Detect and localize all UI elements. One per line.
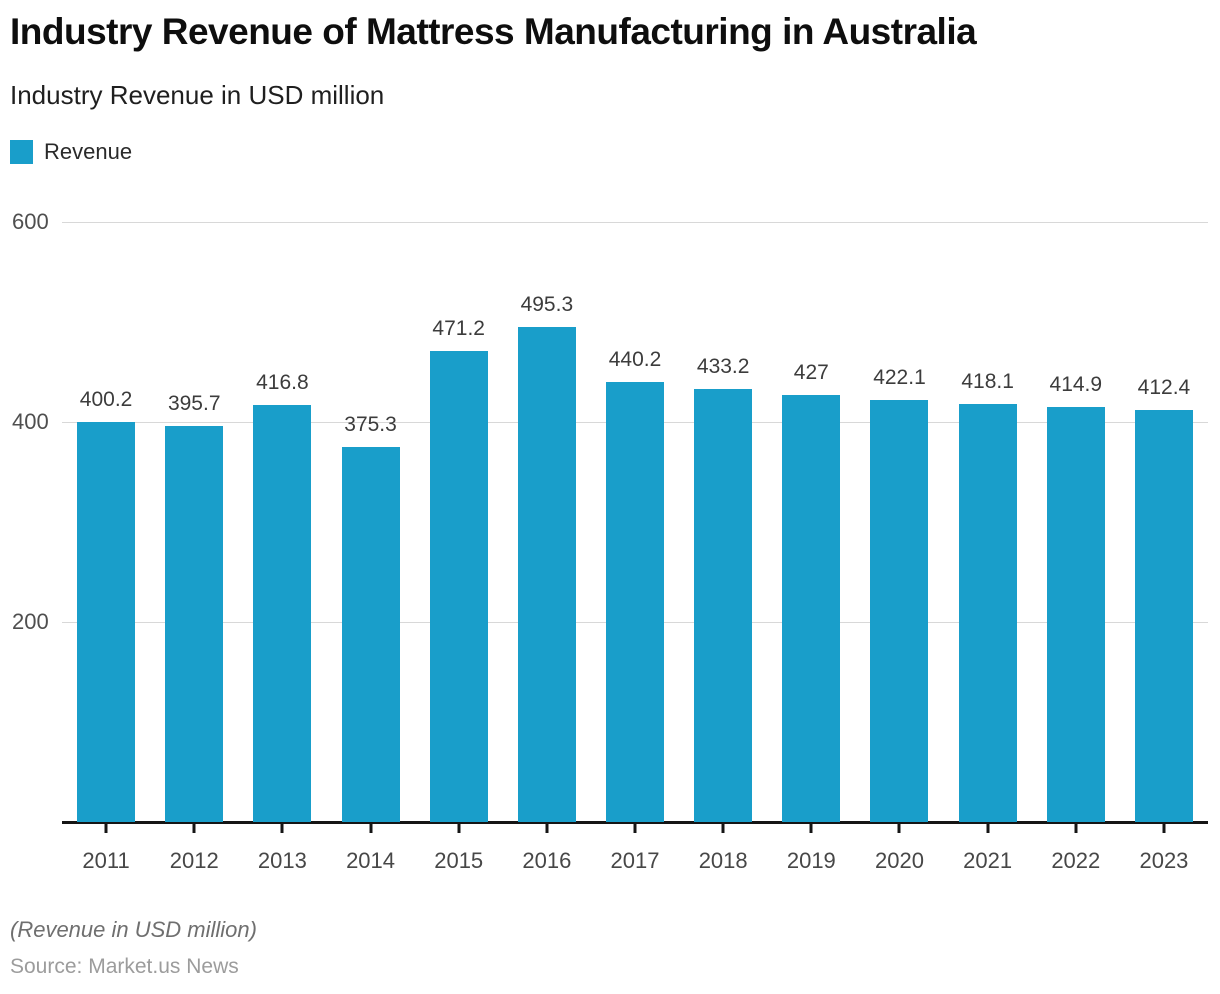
revenue-bar xyxy=(1046,407,1105,822)
x-axis-label: 2018 xyxy=(698,848,748,873)
x-axis-tick xyxy=(1074,824,1078,833)
legend-label: Revenue xyxy=(44,139,133,164)
x-axis-line xyxy=(62,821,1208,824)
revenue-bar xyxy=(870,399,929,822)
bar-group: 471.2 2015 xyxy=(415,222,503,873)
x-axis-label: 2016 xyxy=(522,848,572,873)
bar-group: 395.7 2012 xyxy=(150,222,238,873)
source-text: Source: Market.us News xyxy=(10,955,239,978)
y-axis-label: 200 xyxy=(12,609,49,634)
bar-value-label: 433.2 xyxy=(696,354,750,378)
revenue-bar xyxy=(253,405,312,822)
x-axis-label: 2011 xyxy=(82,848,130,873)
gridline xyxy=(62,222,1208,223)
bar-group: 433.2 2018 xyxy=(679,222,767,873)
x-axis-tick xyxy=(192,824,196,833)
x-axis-tick xyxy=(545,824,549,833)
x-axis-tick xyxy=(633,824,637,833)
bar-value-label: 412.4 xyxy=(1137,375,1191,399)
legend: Revenue xyxy=(10,139,132,165)
bar-value-label: 427 xyxy=(793,361,829,384)
bar-group: 418.1 2021 xyxy=(944,222,1032,873)
chart-title: Industry Revenue of Mattress Manufacturi… xyxy=(10,11,977,52)
bar-group: 427 2019 xyxy=(767,222,855,873)
bar-group: 375.3 2014 xyxy=(326,222,414,873)
revenue-bar xyxy=(77,421,136,822)
x-axis-label: 2020 xyxy=(875,848,924,873)
x-axis-label: 2013 xyxy=(257,848,307,873)
bar-value-label: 495.3 xyxy=(520,292,574,316)
revenue-bar xyxy=(782,395,841,822)
bar-value-label: 414.9 xyxy=(1049,373,1103,397)
x-axis-tick xyxy=(280,824,284,833)
bar-group: 400.2 2011 xyxy=(62,222,150,873)
footnote: (Revenue in USD million) xyxy=(10,917,257,942)
chart-subtitle: Industry Revenue in USD million xyxy=(10,80,385,110)
legend-swatch-icon xyxy=(10,140,33,164)
revenue-bar xyxy=(165,426,224,822)
x-axis-label: 2019 xyxy=(786,848,836,873)
revenue-bar xyxy=(606,381,665,822)
x-axis-tick xyxy=(986,824,990,833)
bar-value-label: 395.7 xyxy=(167,392,221,416)
bar-group: 422.1 2020 xyxy=(855,222,943,873)
x-axis-tick xyxy=(809,824,813,833)
y-axis-label: 600 xyxy=(12,209,49,234)
revenue-bar xyxy=(429,350,488,822)
bar-value-label: 400.2 xyxy=(79,387,133,411)
revenue-bar xyxy=(341,446,400,822)
x-axis-tick xyxy=(369,824,373,833)
bar-value-label: 422.1 xyxy=(873,365,926,389)
bar-value-label: 418.1 xyxy=(961,369,1014,393)
x-axis-label: 2012 xyxy=(169,848,219,873)
revenue-bar xyxy=(1134,409,1193,822)
bar-group: 416.8 2013 xyxy=(238,222,326,873)
revenue-bar xyxy=(958,403,1017,822)
bar-group: 412.4 2023 xyxy=(1120,222,1208,873)
bar-value-label: 440.2 xyxy=(608,347,662,371)
revenue-bar xyxy=(694,388,753,822)
x-axis-tick xyxy=(1162,824,1166,833)
y-axis-label: 400 xyxy=(12,409,49,434)
plot-area: 400.2 2011 395.7 2012 416.8 2013 375.3 2014 471.… xyxy=(62,222,1208,873)
bar-group: 495.3 2016 xyxy=(503,222,591,873)
x-axis-label: 2017 xyxy=(610,848,660,873)
x-axis-label: 2023 xyxy=(1139,848,1189,873)
x-axis-tick xyxy=(721,824,725,833)
x-axis-label: 2014 xyxy=(346,848,396,873)
x-axis-tick xyxy=(897,824,901,833)
bar-group: 440.2 2017 xyxy=(591,222,679,873)
bar-group: 414.9 2022 xyxy=(1032,222,1120,873)
bar-value-label: 471.2 xyxy=(432,316,485,340)
x-axis-label: 2021 xyxy=(963,848,1013,873)
revenue-bar xyxy=(517,326,576,822)
x-axis-label: 2015 xyxy=(434,848,484,873)
x-axis-label: 2022 xyxy=(1051,848,1101,873)
x-axis-tick xyxy=(104,824,108,833)
bar-value-label: 416.8 xyxy=(256,371,309,395)
x-axis-tick xyxy=(457,824,461,833)
bar-value-label: 375.3 xyxy=(344,412,397,436)
